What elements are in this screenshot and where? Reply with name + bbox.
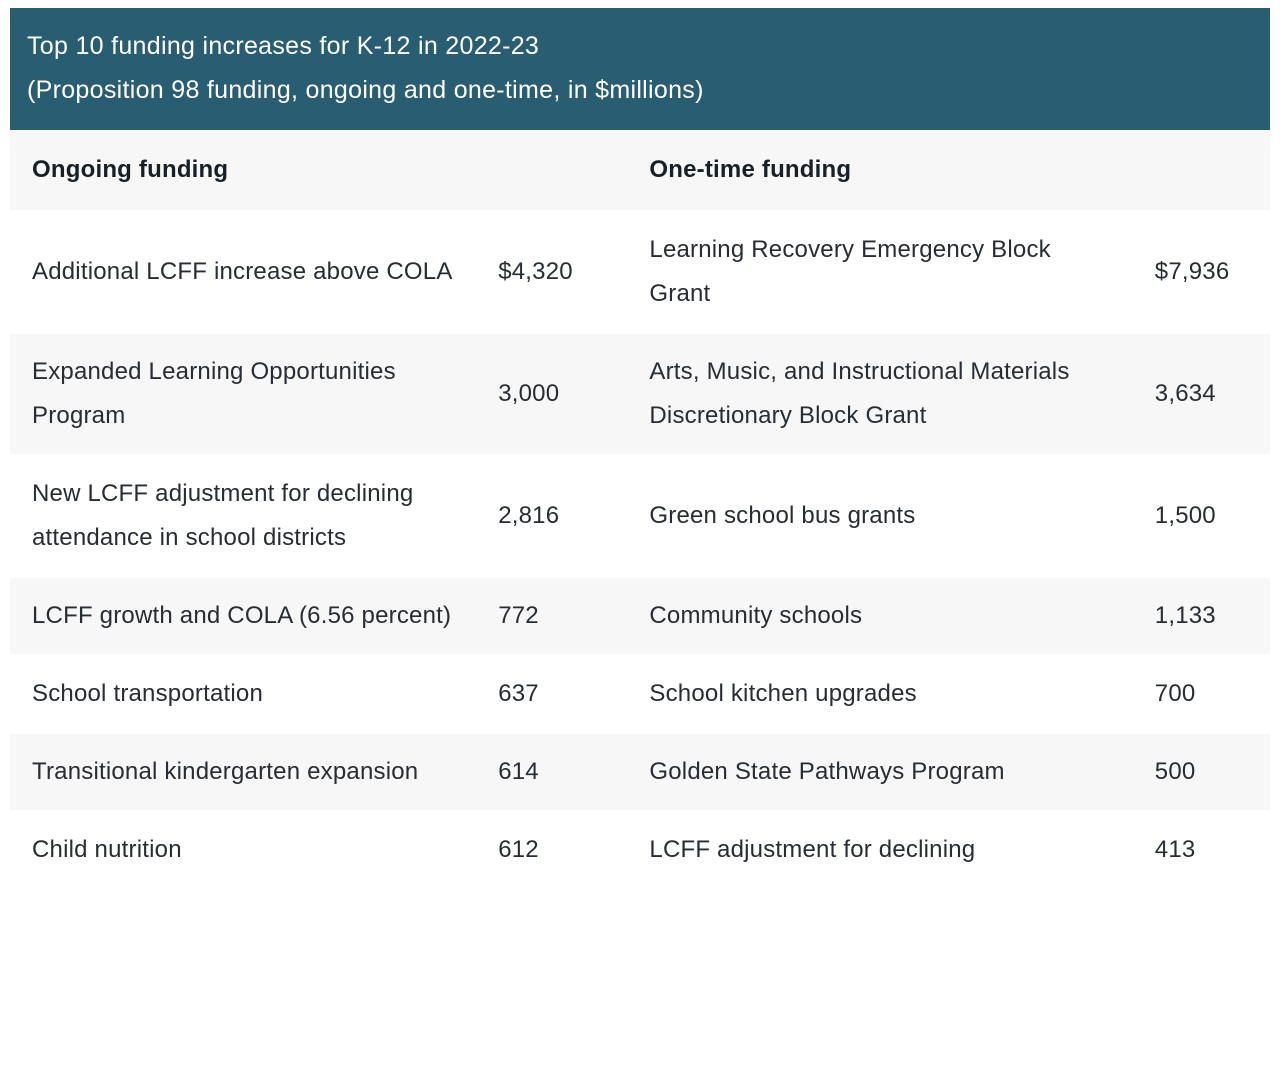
funding-table: Ongoing funding One-time funding Additio… — [10, 130, 1270, 890]
one-time-label: Learning Recovery Emergency Block Grant — [627, 211, 1119, 334]
ongoing-value: 2,816 — [476, 455, 628, 578]
ongoing-funding-header: Ongoing funding — [10, 130, 477, 212]
ongoing-value: 772 — [476, 577, 628, 656]
column-header-row: Ongoing funding One-time funding — [10, 130, 1270, 212]
one-time-value: 500 — [1118, 733, 1270, 812]
table-row: Transitional kindergarten expansion 614 … — [10, 733, 1270, 812]
one-time-funding-header: One-time funding — [627, 130, 1119, 212]
ongoing-value: $4,320 — [476, 211, 628, 334]
table-row: Additional LCFF increase above COLA $4,3… — [10, 211, 1270, 334]
ongoing-label: Additional LCFF increase above COLA — [10, 211, 477, 334]
one-time-label: Green school bus grants — [627, 455, 1119, 578]
ongoing-value: 614 — [476, 733, 628, 812]
table-row: New LCFF adjustment for declining attend… — [10, 455, 1270, 578]
one-time-label: Golden State Pathways Program — [627, 733, 1119, 812]
one-time-label: LCFF adjustment for declining — [627, 811, 1119, 890]
one-time-label: School kitchen upgrades — [627, 655, 1119, 734]
ongoing-value: 612 — [476, 811, 628, 890]
table-subtitle: (Proposition 98 funding, ongoing and one… — [27, 76, 704, 104]
one-time-amount-header — [1118, 130, 1270, 212]
one-time-value: 1,500 — [1118, 455, 1270, 578]
table-row: School transportation 637 School kitchen… — [10, 655, 1270, 734]
ongoing-amount-header — [476, 130, 628, 212]
ongoing-label: School transportation — [10, 655, 477, 734]
one-time-value: 700 — [1118, 655, 1270, 734]
ongoing-label: New LCFF adjustment for declining attend… — [10, 455, 477, 578]
table-row: LCFF growth and COLA (6.56 percent) 772 … — [10, 577, 1270, 656]
table-row: Child nutrition 612 LCFF adjustment for … — [10, 811, 1270, 890]
table-row: Expanded Learning Opportunities Program … — [10, 333, 1270, 456]
ongoing-label: Transitional kindergarten expansion — [10, 733, 477, 812]
one-time-value: $7,936 — [1118, 211, 1270, 334]
one-time-label: Arts, Music, and Instructional Materials… — [627, 333, 1119, 456]
table-title-bar: Top 10 funding increases for K-12 in 202… — [10, 8, 1270, 130]
table-title: Top 10 funding increases for K-12 in 202… — [27, 32, 540, 60]
one-time-value: 413 — [1118, 811, 1270, 890]
ongoing-label: LCFF growth and COLA (6.56 percent) — [10, 577, 477, 656]
funding-table-page: Top 10 funding increases for K-12 in 202… — [10, 8, 1270, 890]
ongoing-value: 3,000 — [476, 333, 628, 456]
one-time-label: Community schools — [627, 577, 1119, 656]
one-time-value: 3,634 — [1118, 333, 1270, 456]
ongoing-label: Expanded Learning Opportunities Program — [10, 333, 477, 456]
one-time-value: 1,133 — [1118, 577, 1270, 656]
ongoing-value: 637 — [476, 655, 628, 734]
ongoing-label: Child nutrition — [10, 811, 477, 890]
